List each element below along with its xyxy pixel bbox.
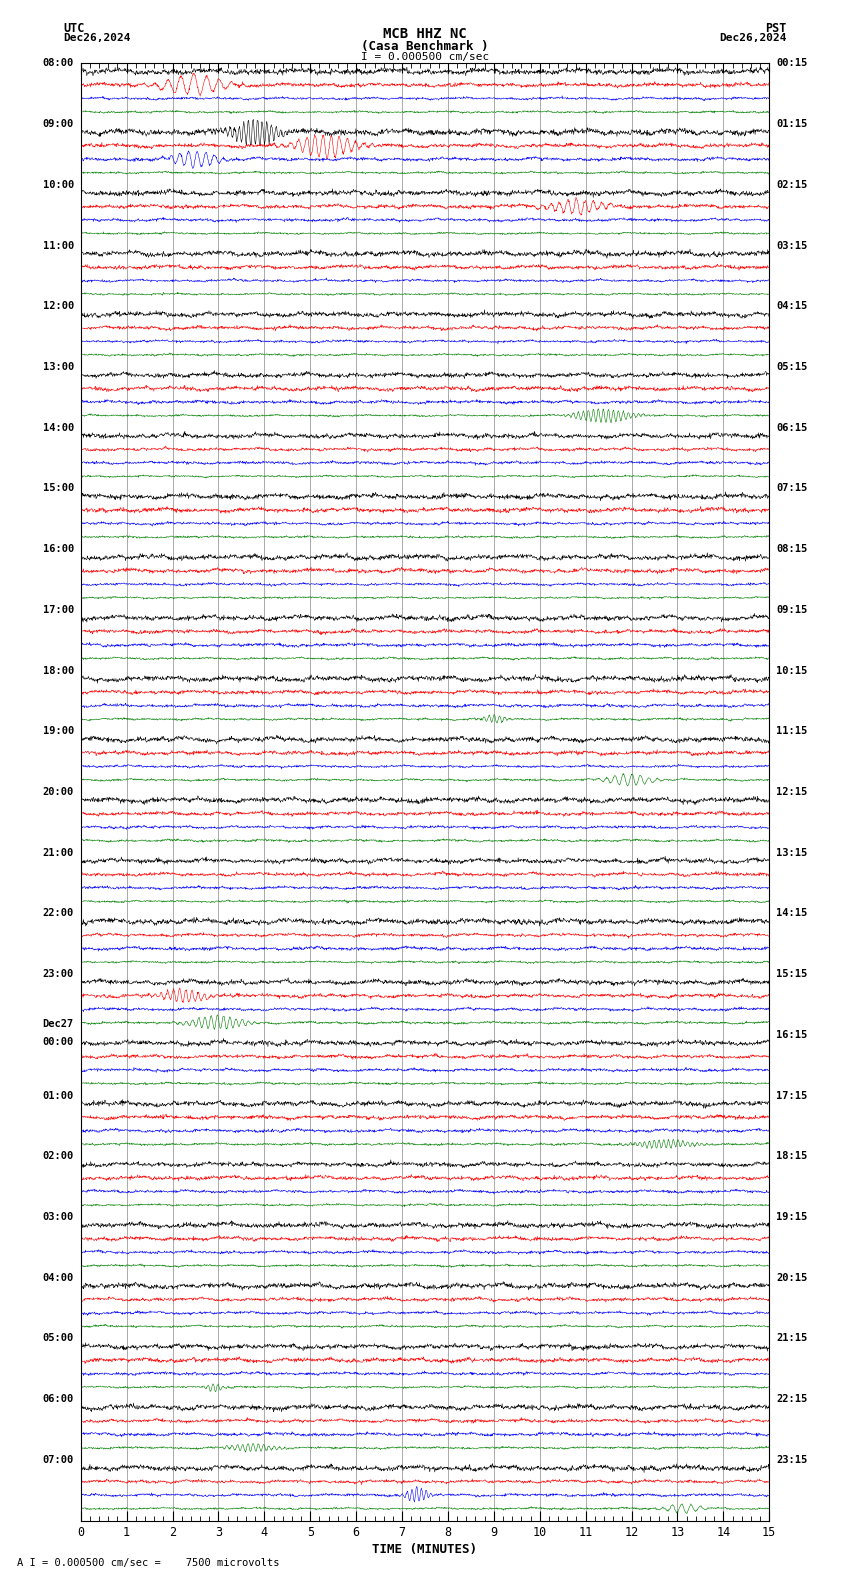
Text: 11:15: 11:15 [776, 727, 808, 737]
Text: 06:00: 06:00 [42, 1394, 74, 1403]
Text: 16:00: 16:00 [42, 545, 74, 554]
X-axis label: TIME (MINUTES): TIME (MINUTES) [372, 1543, 478, 1555]
Text: 05:00: 05:00 [42, 1334, 74, 1343]
Text: 23:15: 23:15 [776, 1456, 808, 1465]
Text: 17:15: 17:15 [776, 1091, 808, 1101]
Text: 01:00: 01:00 [42, 1091, 74, 1101]
Text: 02:00: 02:00 [42, 1152, 74, 1161]
Text: 12:00: 12:00 [42, 301, 74, 310]
Text: 02:15: 02:15 [776, 181, 808, 190]
Text: 03:00: 03:00 [42, 1212, 74, 1221]
Text: 21:00: 21:00 [42, 847, 74, 857]
Text: 17:00: 17:00 [42, 605, 74, 615]
Text: 08:00: 08:00 [42, 59, 74, 68]
Text: UTC: UTC [64, 22, 85, 35]
Text: MCB HHZ NC: MCB HHZ NC [383, 27, 467, 41]
Text: 10:00: 10:00 [42, 181, 74, 190]
Text: Dec26,2024: Dec26,2024 [719, 33, 786, 43]
Text: 19:15: 19:15 [776, 1212, 808, 1221]
Text: 23:00: 23:00 [42, 969, 74, 979]
Text: 20:15: 20:15 [776, 1274, 808, 1283]
Text: 16:15: 16:15 [776, 1030, 808, 1039]
Text: 01:15: 01:15 [776, 119, 808, 128]
Text: 05:15: 05:15 [776, 363, 808, 372]
Text: 13:15: 13:15 [776, 847, 808, 857]
Text: I = 0.000500 cm/sec: I = 0.000500 cm/sec [361, 52, 489, 62]
Text: PST: PST [765, 22, 786, 35]
Text: 08:15: 08:15 [776, 545, 808, 554]
Text: 22:00: 22:00 [42, 909, 74, 919]
Text: 09:00: 09:00 [42, 119, 74, 128]
Text: 11:00: 11:00 [42, 241, 74, 250]
Text: 22:15: 22:15 [776, 1394, 808, 1403]
Text: 15:00: 15:00 [42, 483, 74, 493]
Text: A I = 0.000500 cm/sec =    7500 microvolts: A I = 0.000500 cm/sec = 7500 microvolts [17, 1559, 280, 1568]
Text: Dec26,2024: Dec26,2024 [64, 33, 131, 43]
Text: 07:00: 07:00 [42, 1456, 74, 1465]
Text: 18:15: 18:15 [776, 1152, 808, 1161]
Text: 07:15: 07:15 [776, 483, 808, 493]
Text: 12:15: 12:15 [776, 787, 808, 797]
Text: Dec27: Dec27 [42, 1019, 74, 1030]
Text: 10:15: 10:15 [776, 665, 808, 675]
Text: 06:15: 06:15 [776, 423, 808, 432]
Text: 19:00: 19:00 [42, 727, 74, 737]
Text: 20:00: 20:00 [42, 787, 74, 797]
Text: 15:15: 15:15 [776, 969, 808, 979]
Text: 03:15: 03:15 [776, 241, 808, 250]
Text: 14:15: 14:15 [776, 909, 808, 919]
Text: 00:00: 00:00 [42, 1038, 74, 1047]
Text: 00:15: 00:15 [776, 59, 808, 68]
Text: (Casa Benchmark ): (Casa Benchmark ) [361, 40, 489, 52]
Text: 14:00: 14:00 [42, 423, 74, 432]
Text: 13:00: 13:00 [42, 363, 74, 372]
Text: 04:00: 04:00 [42, 1274, 74, 1283]
Text: 04:15: 04:15 [776, 301, 808, 310]
Text: 09:15: 09:15 [776, 605, 808, 615]
Text: 21:15: 21:15 [776, 1334, 808, 1343]
Text: 18:00: 18:00 [42, 665, 74, 675]
